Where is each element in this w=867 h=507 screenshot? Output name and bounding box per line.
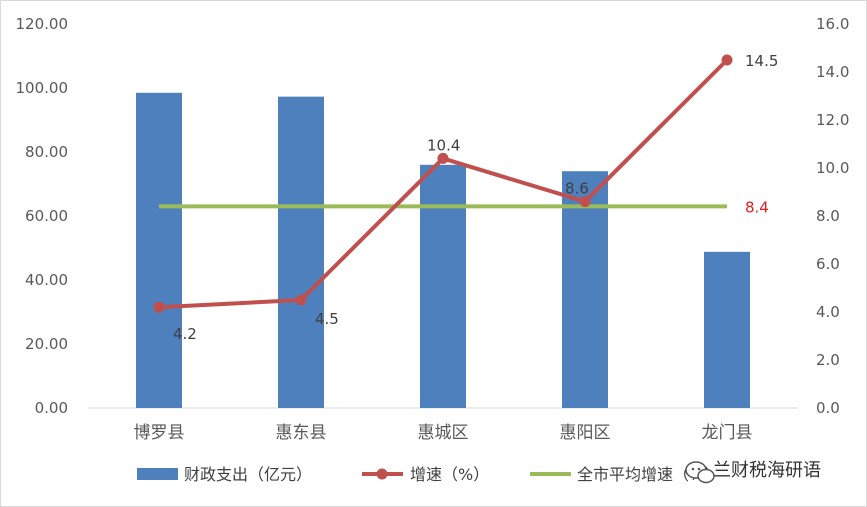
right-y-tick-label: 6.0 xyxy=(816,255,840,273)
growth-data-label: 14.5 xyxy=(745,52,778,70)
growth-line-series: 4.2 4.5 10.4 8.6 14.5 xyxy=(153,52,778,343)
growth-point xyxy=(153,301,165,313)
legend-label-average: 全市平均增速（%） xyxy=(577,465,720,484)
x-category-label: 惠东县 xyxy=(276,423,327,443)
legend-label-bar: 财政支出（亿元） xyxy=(184,465,312,484)
category-labels: 博罗县 惠东县 惠城区 惠阳区 龙门县 xyxy=(134,423,753,443)
right-y-tick-label: 0.0 xyxy=(816,399,840,417)
right-y-tick-label: 4.0 xyxy=(816,303,840,321)
growth-data-label: 8.6 xyxy=(565,180,589,198)
left-y-tick-label: 100.00 xyxy=(16,79,69,97)
right-y-tick-label: 16.0 xyxy=(816,15,849,33)
right-y-tick-label: 2.0 xyxy=(816,351,840,369)
wechat-icon-eye xyxy=(697,467,701,471)
left-y-tick-label: 0.00 xyxy=(35,399,68,417)
wechat-icon-eye xyxy=(691,467,695,471)
x-category-label: 博罗县 xyxy=(134,423,185,443)
right-y-tick-label: 8.0 xyxy=(816,207,840,225)
average-line-series: 8.4 xyxy=(159,198,769,216)
right-y-tick-label: 14.0 xyxy=(816,63,849,81)
bar-series xyxy=(136,92,750,409)
left-y-tick-label: 60.00 xyxy=(25,207,68,225)
left-y-tick-label: 40.00 xyxy=(25,271,68,289)
bar xyxy=(704,251,750,408)
watermark: 兰财税海研语 xyxy=(685,458,823,484)
average-data-label: 8.4 xyxy=(745,198,769,216)
growth-point xyxy=(295,294,307,306)
growth-point xyxy=(721,54,733,66)
left-y-tick-label: 80.00 xyxy=(25,143,68,161)
legend: 财政支出（亿元） 增速（%） 全市平均增速（%） xyxy=(137,465,720,484)
bar xyxy=(278,96,324,408)
bar xyxy=(562,171,608,408)
legend-marker-growth xyxy=(376,468,388,480)
growth-point xyxy=(437,152,449,164)
bar xyxy=(420,164,466,408)
growth-data-label: 4.5 xyxy=(315,310,339,328)
x-category-label: 惠城区 xyxy=(418,423,469,443)
wechat-icon-bubble-small xyxy=(697,468,715,484)
right-y-tick-label: 10.0 xyxy=(816,159,849,177)
watermark-text: 兰财税海研语 xyxy=(713,460,821,481)
legend-swatch-bar xyxy=(137,468,178,480)
axes: 0.00 20.00 40.00 60.00 80.00 100.00 120.00 0.0 2… xyxy=(16,15,850,417)
bar xyxy=(136,92,182,409)
wechat-icon xyxy=(685,461,715,484)
growth-point xyxy=(579,196,591,208)
right-y-tick-label: 12.0 xyxy=(816,111,849,129)
left-y-tick-label: 120.00 xyxy=(16,15,69,33)
x-category-label: 龙门县 xyxy=(702,423,753,443)
x-category-label: 惠阳区 xyxy=(560,423,611,443)
growth-data-label: 10.4 xyxy=(427,136,460,154)
left-y-tick-label: 20.00 xyxy=(25,335,68,353)
growth-data-label: 4.2 xyxy=(173,325,197,343)
legend-label-growth: 增速（%） xyxy=(410,465,489,484)
